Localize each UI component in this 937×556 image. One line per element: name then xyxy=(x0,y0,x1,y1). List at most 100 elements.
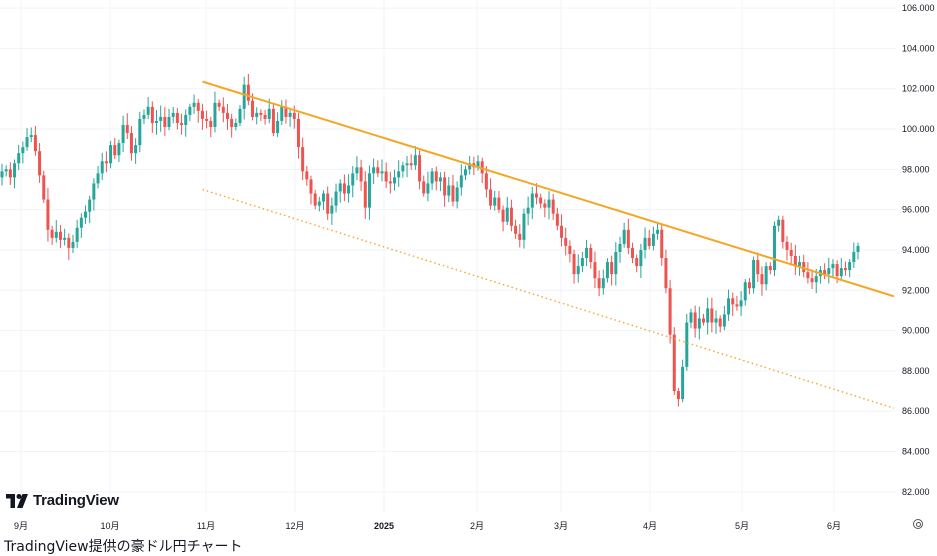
candle xyxy=(856,242,860,260)
x-tick-label: 6月 xyxy=(827,521,841,531)
candle xyxy=(397,160,401,187)
candle xyxy=(463,165,467,180)
candle xyxy=(154,110,158,135)
candle xyxy=(585,239,589,267)
y-tick-label: 100.000 xyxy=(902,124,935,134)
candle xyxy=(376,160,380,178)
candle xyxy=(760,266,764,296)
x-axis[interactable]: 9月 10月 11月 12月 2025 2月 3月 4月 5月 6月 xyxy=(14,521,841,531)
candle xyxy=(54,220,58,243)
y-tick-label: 98.000 xyxy=(902,164,930,174)
candle xyxy=(710,297,714,333)
candle xyxy=(75,219,79,248)
y-tick-label: 90.000 xyxy=(902,326,930,336)
candle xyxy=(180,113,184,135)
candle xyxy=(484,166,488,198)
candle xyxy=(443,171,447,207)
candle xyxy=(129,126,133,161)
y-tick-label: 88.000 xyxy=(902,366,930,376)
candle xyxy=(280,100,284,125)
candle xyxy=(497,190,501,213)
candle xyxy=(572,249,576,284)
candle xyxy=(610,255,614,286)
candle xyxy=(676,388,680,407)
candle xyxy=(372,158,376,184)
candle xyxy=(109,140,113,169)
candle xyxy=(0,163,4,186)
candle xyxy=(580,251,584,273)
candle xyxy=(313,189,317,210)
candle xyxy=(221,97,225,123)
candle xyxy=(71,234,75,254)
candle xyxy=(276,112,280,137)
candle xyxy=(731,292,735,317)
candle xyxy=(25,128,29,151)
candle xyxy=(818,266,822,284)
candle xyxy=(125,113,129,140)
candle xyxy=(117,139,121,162)
x-tick-label: 2月 xyxy=(470,521,484,531)
candle xyxy=(555,207,559,231)
candle xyxy=(505,196,509,226)
candle xyxy=(196,98,200,123)
candle xyxy=(539,193,543,209)
candle xyxy=(793,244,797,276)
candle xyxy=(301,137,305,181)
candle xyxy=(213,91,217,133)
candle xyxy=(259,109,263,122)
candle xyxy=(509,199,513,232)
tradingview-logo[interactable]: TradingView xyxy=(6,492,119,509)
y-tick-label: 106.000 xyxy=(902,3,935,13)
candle xyxy=(305,165,309,186)
candle xyxy=(714,310,718,334)
candle xyxy=(175,107,179,130)
y-tick-label: 94.000 xyxy=(902,245,930,255)
candle xyxy=(626,218,630,255)
candle xyxy=(514,219,518,239)
candle xyxy=(756,252,760,282)
candle xyxy=(597,270,601,297)
candle xyxy=(271,104,275,137)
candle xyxy=(447,176,451,203)
gear-icon[interactable] xyxy=(913,519,923,529)
candle xyxy=(309,175,313,205)
tradingview-logo-icon xyxy=(6,493,28,508)
candlestick-series xyxy=(0,73,860,407)
candle xyxy=(146,97,150,120)
candle xyxy=(263,109,267,125)
price-chart[interactable]: 106.000 104.000 102.000 100.000 98.000 96.000… xyxy=(0,0,937,535)
candle xyxy=(768,262,772,275)
candle xyxy=(67,233,71,260)
candle xyxy=(430,167,434,190)
candle xyxy=(104,151,108,173)
candle xyxy=(188,103,192,122)
candle xyxy=(564,227,568,256)
candle xyxy=(409,154,413,170)
candle xyxy=(230,113,234,138)
candle xyxy=(518,224,522,248)
candle xyxy=(651,226,655,251)
candle xyxy=(113,138,117,160)
candle xyxy=(88,195,92,224)
candle xyxy=(92,178,96,211)
candle xyxy=(192,94,196,114)
candle xyxy=(781,215,785,249)
candle xyxy=(777,215,781,232)
candle xyxy=(706,297,710,335)
candle xyxy=(722,305,726,331)
trendline-dotted[interactable] xyxy=(202,188,895,409)
candle xyxy=(142,109,146,125)
candle xyxy=(639,243,643,278)
candle xyxy=(489,178,493,210)
trendline-solid[interactable] xyxy=(202,80,895,298)
y-axis[interactable]: 106.000 104.000 102.000 100.000 98.000 96.000… xyxy=(902,3,935,497)
candle xyxy=(63,228,67,246)
candle xyxy=(618,236,622,263)
candle xyxy=(848,259,852,278)
candle xyxy=(831,259,835,278)
candle xyxy=(668,279,672,344)
candle xyxy=(326,186,330,221)
candle xyxy=(284,99,288,124)
candle xyxy=(393,169,397,191)
candle xyxy=(635,254,639,273)
